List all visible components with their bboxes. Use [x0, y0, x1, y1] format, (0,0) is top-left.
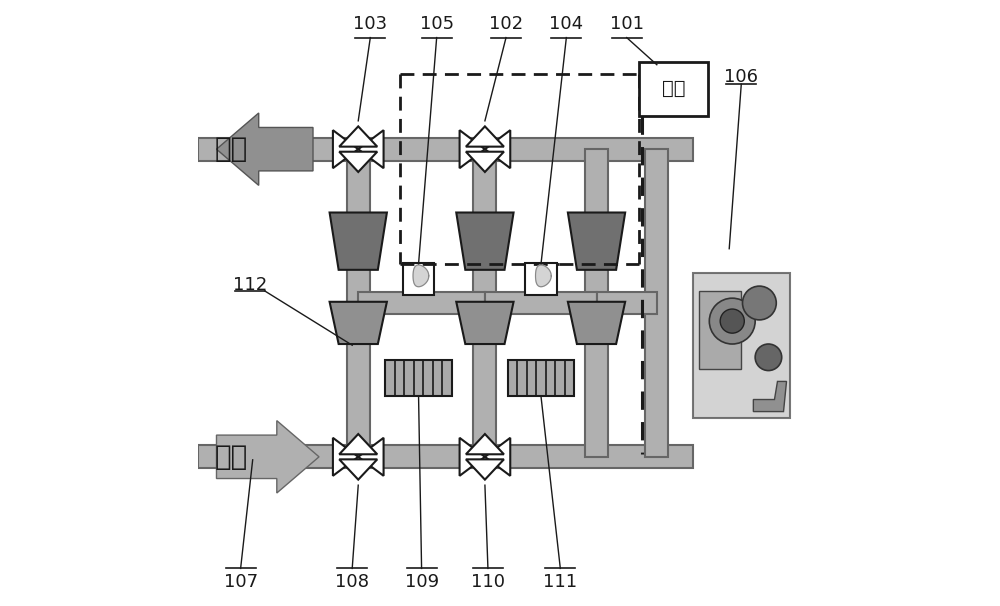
- Polygon shape: [466, 434, 504, 454]
- Polygon shape: [330, 302, 387, 344]
- Polygon shape: [358, 130, 384, 168]
- Circle shape: [720, 309, 744, 333]
- Text: 108: 108: [335, 573, 369, 591]
- Text: 106: 106: [724, 68, 758, 86]
- Text: 105: 105: [420, 15, 454, 33]
- Bar: [525, 263, 557, 295]
- Text: 110: 110: [471, 573, 505, 591]
- Bar: [597, 291, 657, 315]
- Bar: [347, 149, 370, 457]
- Text: 104: 104: [549, 15, 583, 33]
- Text: 102: 102: [489, 15, 523, 33]
- Polygon shape: [333, 130, 358, 168]
- Polygon shape: [485, 438, 510, 476]
- Polygon shape: [216, 113, 313, 185]
- Polygon shape: [339, 127, 377, 147]
- Bar: [693, 273, 790, 418]
- Polygon shape: [536, 265, 551, 287]
- Bar: [198, 445, 693, 468]
- Circle shape: [709, 298, 755, 344]
- Polygon shape: [460, 130, 485, 168]
- Polygon shape: [753, 381, 787, 411]
- Text: 109: 109: [405, 573, 439, 591]
- Bar: [198, 138, 693, 161]
- Polygon shape: [568, 213, 625, 270]
- Polygon shape: [466, 127, 504, 147]
- Polygon shape: [358, 438, 384, 476]
- Polygon shape: [330, 213, 387, 270]
- Text: 107: 107: [224, 573, 258, 591]
- Text: 101: 101: [610, 15, 644, 33]
- Text: 排气: 排气: [215, 135, 248, 163]
- Polygon shape: [466, 459, 504, 479]
- Circle shape: [755, 344, 782, 370]
- Bar: [645, 149, 668, 457]
- Polygon shape: [339, 434, 377, 454]
- Polygon shape: [333, 438, 358, 476]
- Bar: [585, 149, 608, 457]
- Polygon shape: [339, 152, 377, 172]
- Bar: [485, 291, 597, 315]
- Polygon shape: [466, 152, 504, 172]
- Polygon shape: [456, 213, 514, 270]
- Polygon shape: [339, 459, 377, 479]
- Polygon shape: [568, 302, 625, 344]
- Bar: [473, 149, 496, 457]
- Text: 油筱: 油筱: [662, 79, 685, 98]
- Bar: [385, 361, 452, 396]
- Polygon shape: [485, 130, 510, 168]
- Bar: [508, 361, 574, 396]
- Circle shape: [742, 286, 776, 320]
- Bar: [639, 62, 708, 116]
- Polygon shape: [460, 438, 485, 476]
- Bar: [403, 263, 434, 295]
- Bar: [699, 291, 741, 369]
- Polygon shape: [456, 302, 514, 344]
- Text: 103: 103: [353, 15, 387, 33]
- Text: 进气: 进气: [215, 443, 248, 471]
- Bar: [358, 291, 485, 315]
- Polygon shape: [216, 421, 319, 493]
- Text: 111: 111: [543, 573, 577, 591]
- Polygon shape: [413, 265, 429, 287]
- Text: 112: 112: [233, 276, 267, 294]
